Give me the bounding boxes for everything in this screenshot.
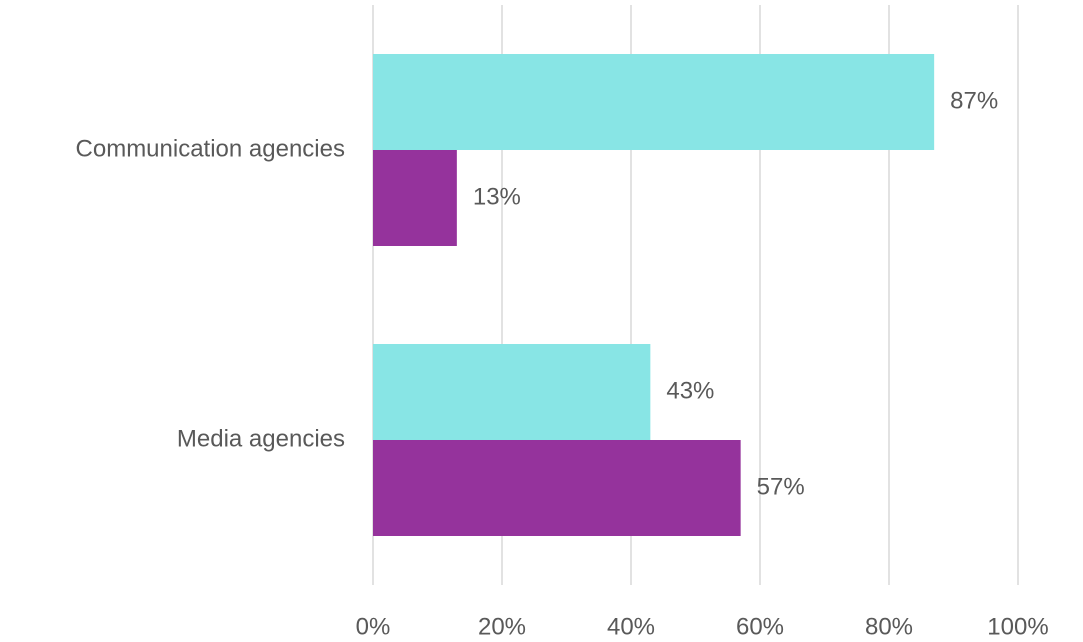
y-tick-label: Media agencies <box>177 425 345 452</box>
x-tick-label: 100% <box>987 613 1048 640</box>
value-label: 87% <box>950 87 998 114</box>
bar <box>373 150 457 246</box>
x-tick-label: 40% <box>607 613 655 640</box>
y-tick-label: Communication agencies <box>76 135 345 162</box>
bar <box>373 54 935 150</box>
value-label: 57% <box>757 473 805 500</box>
x-tick-label: 0% <box>356 613 391 640</box>
bar <box>373 344 651 440</box>
bar <box>373 440 741 536</box>
x-tick-label: 20% <box>478 613 526 640</box>
value-label: 13% <box>473 183 521 210</box>
x-tick-label: 80% <box>865 613 913 640</box>
x-tick-label: 60% <box>736 613 784 640</box>
value-label: 43% <box>666 377 714 404</box>
